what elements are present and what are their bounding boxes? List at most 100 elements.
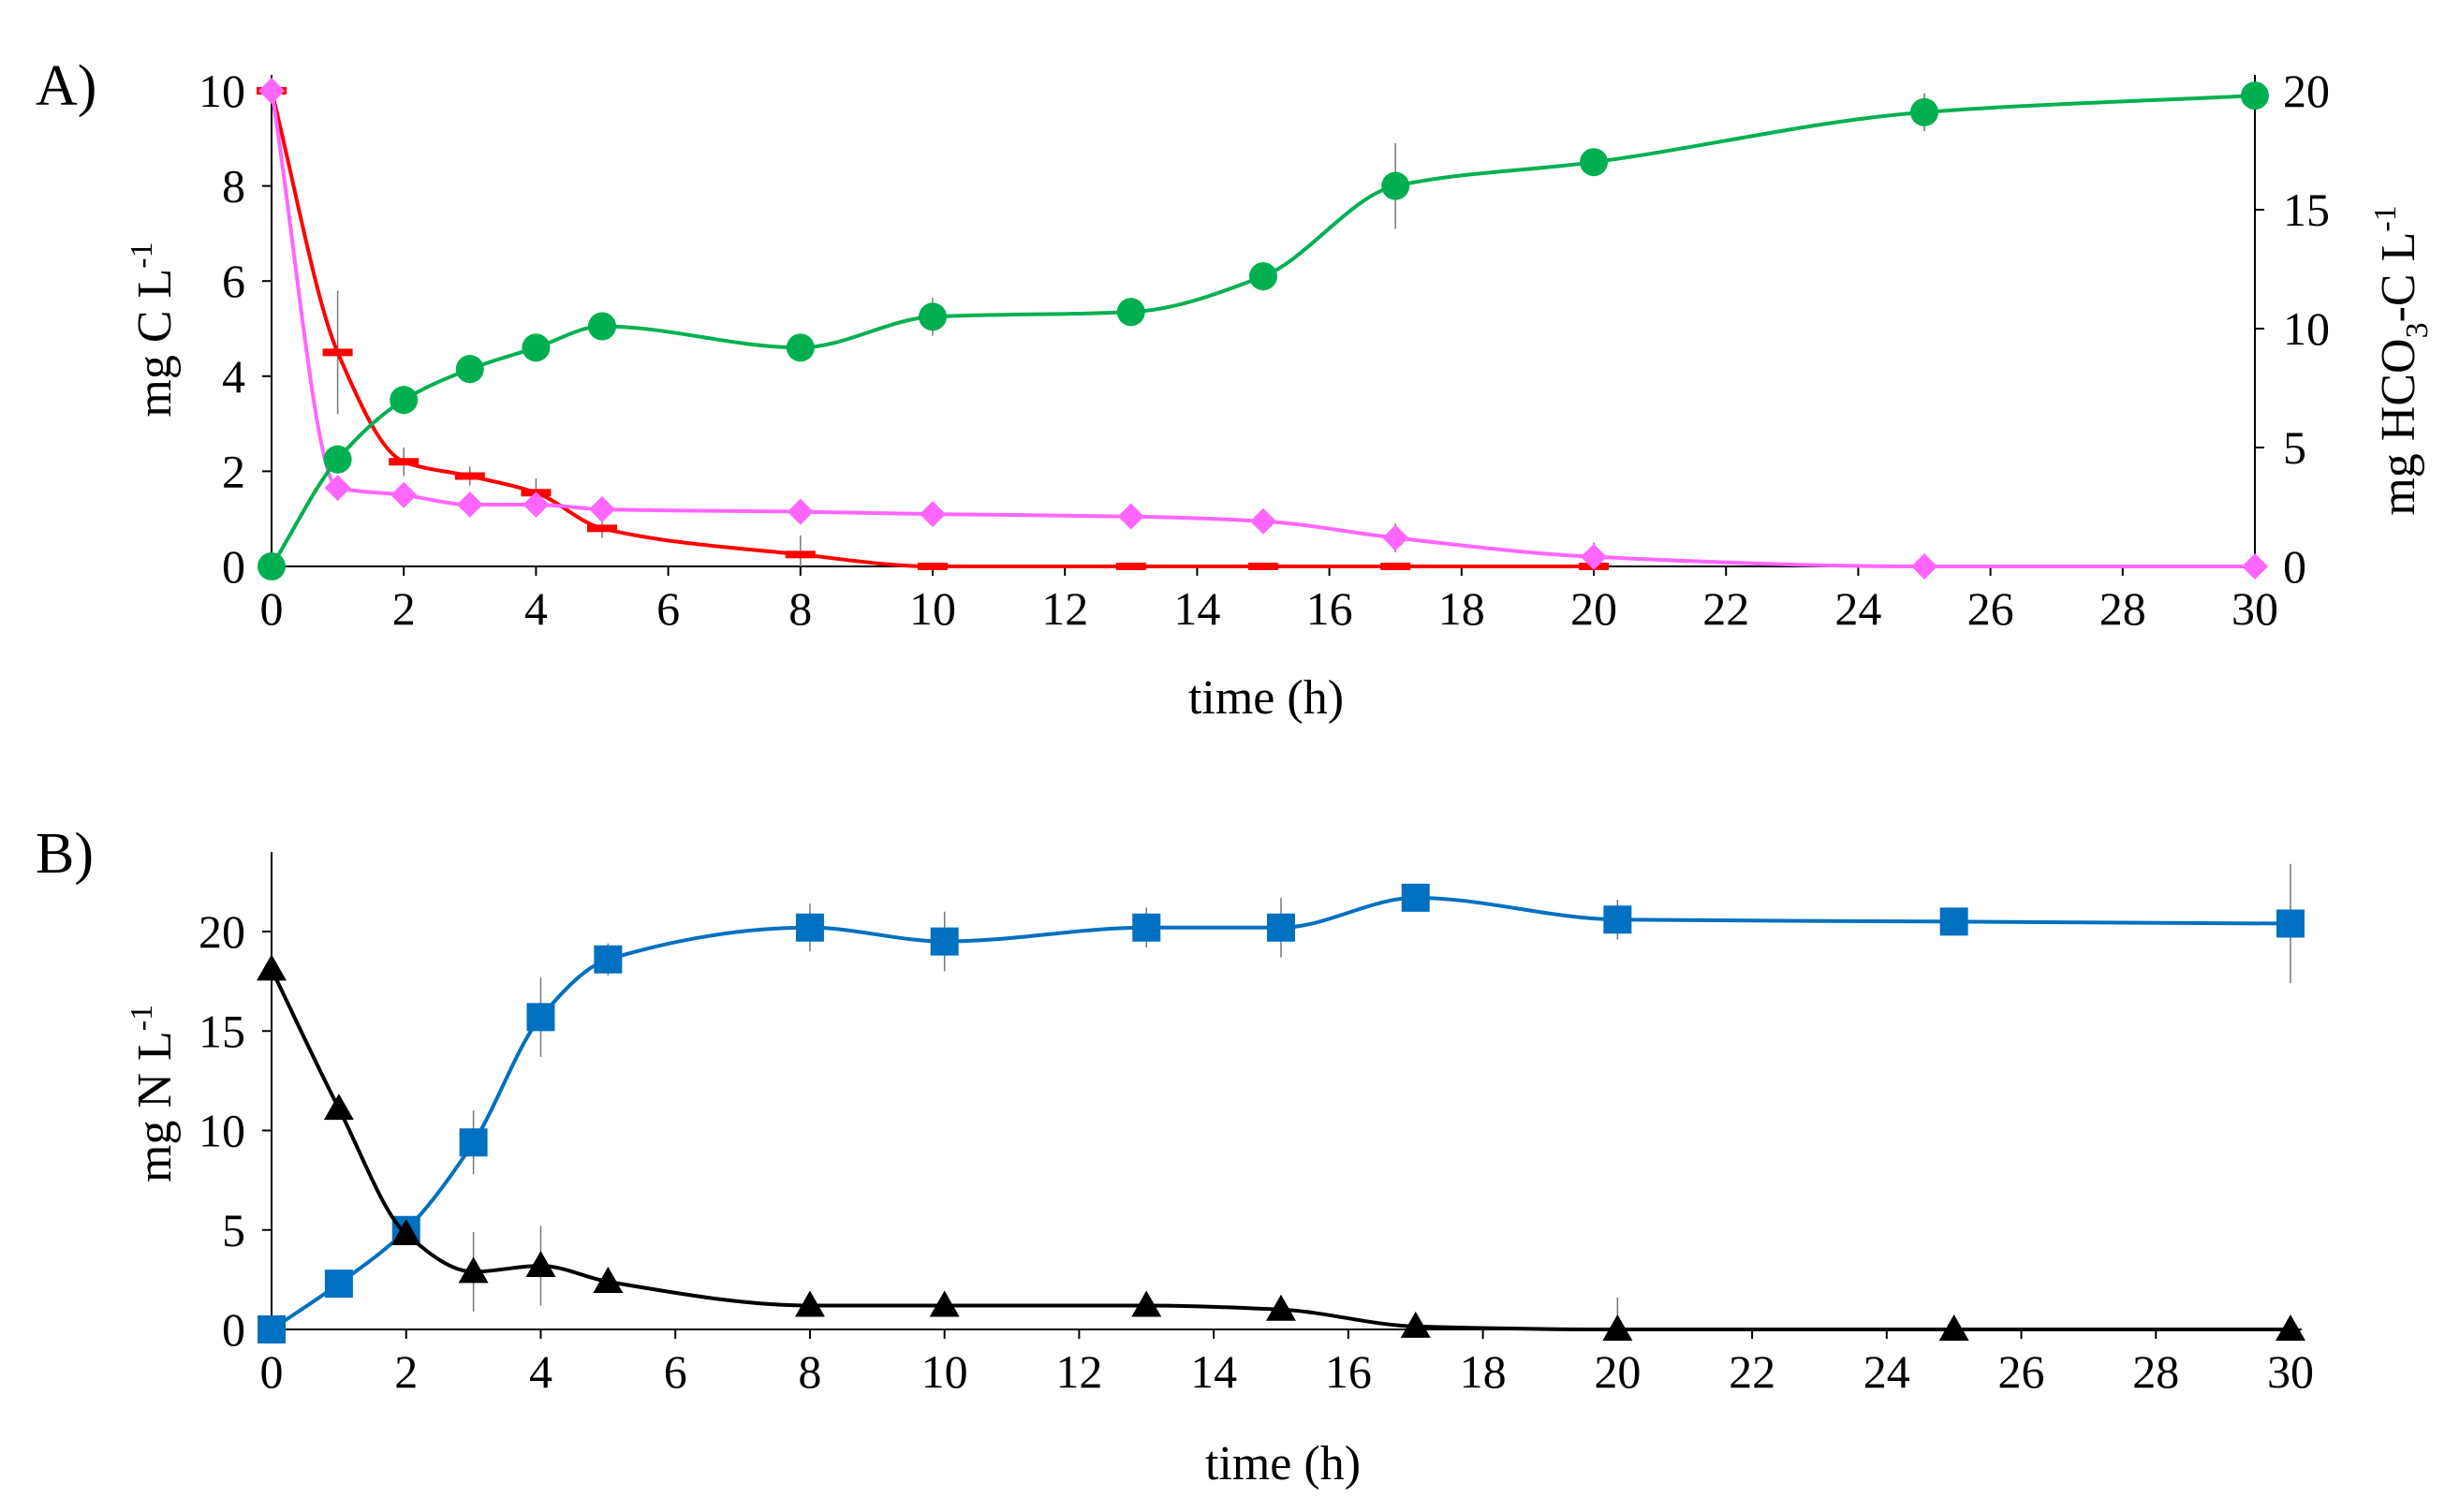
panel-b-black-triangle-point bbox=[2276, 1314, 2305, 1341]
panel-a-green-circle-point bbox=[390, 386, 419, 415]
panel-a-y2label-sub: 3 bbox=[2400, 322, 2435, 338]
panel-b-x-tick-label: 20 bbox=[1594, 1345, 1641, 1398]
panel-b-black-triangle-point bbox=[458, 1256, 489, 1284]
panel-b-x-tick-label: 18 bbox=[1460, 1345, 1507, 1398]
panel-b-blue-square-point bbox=[1401, 883, 1430, 912]
panel-b-black-triangle-point bbox=[794, 1290, 825, 1317]
panel-a-red-dash-point bbox=[1115, 563, 1146, 570]
panel-b-blue-square-point bbox=[930, 927, 959, 956]
panel-a-y-tick-label: 2 bbox=[222, 445, 245, 497]
panel-b-x-tick-label: 30 bbox=[2267, 1345, 2314, 1398]
panel-a-x-tick-label: 30 bbox=[2231, 582, 2278, 635]
panel-a-pink-diamond-point bbox=[456, 491, 483, 518]
panel-a-pink-diamond-point bbox=[1581, 543, 1607, 570]
panel-a-x-tick-label: 18 bbox=[1438, 582, 1485, 635]
panel-a-y2-tick-label: 10 bbox=[2283, 302, 2330, 355]
panel-a-x-tick-label: 26 bbox=[1967, 582, 2014, 635]
panel-a-pink-diamond-point bbox=[1911, 553, 1937, 580]
panel-a-red-dash-point bbox=[1248, 563, 1278, 570]
panel-a-x-tick-label: 12 bbox=[1041, 582, 1088, 635]
panel-b-x-tick-label: 24 bbox=[1863, 1345, 1910, 1398]
panel-a-label: A) bbox=[36, 54, 96, 118]
panel-b-blue-square-point bbox=[2276, 909, 2305, 938]
panel-a-pink-diamond-line bbox=[270, 90, 2256, 569]
panel-b-x-tick-label: 22 bbox=[1729, 1345, 1775, 1398]
panel-a-y-tick-label: 4 bbox=[222, 350, 245, 403]
panel-b-blue-square-point bbox=[1267, 913, 1295, 942]
panel-a-pink-diamond-point bbox=[787, 498, 814, 525]
panel-b-black-triangle-point bbox=[323, 1094, 354, 1121]
panel-b-black-triangle-point bbox=[593, 1267, 624, 1293]
panel-b-label: B) bbox=[36, 822, 94, 886]
panel-a-y2label-tail: -C L bbox=[2372, 232, 2425, 323]
panel-a-red-dash-point bbox=[389, 458, 420, 466]
panel-a-y-tick-label: 8 bbox=[222, 160, 245, 213]
panel-b-blue-square-point bbox=[324, 1270, 353, 1299]
panel-a-x-tick-label: 6 bbox=[656, 582, 680, 635]
panel-a-y2label-main: mg HCO bbox=[2372, 338, 2425, 515]
panel-b-black-triangle-point bbox=[1400, 1311, 1431, 1338]
panel-a-pink-diamond-point bbox=[324, 475, 351, 502]
panel-a-red-dash-point bbox=[918, 563, 948, 570]
panel-b-blue-square-point bbox=[795, 913, 824, 942]
panel-b-black-triangle-point bbox=[1602, 1314, 1633, 1341]
panel-a-pink-diamond-point bbox=[1250, 507, 1276, 535]
panel-b-black-triangle-point bbox=[1131, 1290, 1162, 1317]
panel-a-y-tick-label: 6 bbox=[222, 255, 245, 307]
panel-b-x-tick-label: 10 bbox=[921, 1345, 968, 1398]
panel-b-black-triangle-point bbox=[257, 954, 287, 981]
panel-b-blue-square-point bbox=[459, 1128, 488, 1157]
panel-a-x-tick-label: 4 bbox=[524, 582, 548, 635]
panel-a-x-tick-label: 28 bbox=[2099, 582, 2146, 635]
panel-b-ylabel: mg N L-1 bbox=[125, 1005, 182, 1182]
panel-b-x-tick-label: 8 bbox=[798, 1345, 821, 1398]
panel-b-x-tick-label: 14 bbox=[1190, 1345, 1237, 1398]
panel-a-green-circle-point bbox=[1249, 262, 1277, 291]
panel-b-black-triangle-point bbox=[390, 1219, 421, 1245]
panel-b-x-tick-label: 0 bbox=[260, 1345, 284, 1398]
panel-a-green-circle-point bbox=[786, 333, 815, 362]
panel-a-x-tick-label: 20 bbox=[1570, 582, 1617, 635]
panel-a-green-circle-point bbox=[522, 333, 551, 362]
panel-a-green-circle-line bbox=[270, 94, 2256, 568]
panel-a-green-circle-point bbox=[1116, 298, 1145, 327]
panel-b-xlabel: time (h) bbox=[1205, 1437, 1361, 1490]
panel-b-black-triangle-point bbox=[525, 1251, 556, 1277]
panel-a-y2-tick-label: 20 bbox=[2283, 65, 2330, 117]
panel-b-y-tick-label: 15 bbox=[199, 1005, 245, 1057]
panel-a-green-circle-point bbox=[2241, 81, 2269, 110]
panel-b-blue-square-point bbox=[258, 1315, 286, 1343]
panel-b-y-tick-label: 10 bbox=[199, 1105, 245, 1157]
panel-b-x-tick-label: 2 bbox=[394, 1345, 418, 1398]
panel-a-xlabel: time (h) bbox=[1188, 671, 1344, 725]
panel-b-x-tick-label: 28 bbox=[2132, 1345, 2179, 1398]
panel-a-green-circle-point bbox=[1381, 171, 1410, 200]
panel-a-red-dash-point bbox=[322, 348, 353, 357]
panel-a-y2label: mg HCO3-C L-1 bbox=[2368, 205, 2435, 515]
panel-a-y-tick-label: 0 bbox=[222, 540, 245, 593]
panel-a-plot: 0 2 4 6 8 10 12 14 16 18 20 22 24 26 28 300246810051015… bbox=[199, 65, 2330, 635]
panel-a-y-tick-label: 10 bbox=[199, 65, 245, 117]
panel-a-x-tick-label: 10 bbox=[909, 582, 956, 635]
panel-b-black-triangle-point bbox=[1266, 1294, 1296, 1321]
panel-b-y-tick-label: 5 bbox=[222, 1204, 245, 1256]
panel-a-red-dash-point bbox=[454, 472, 485, 480]
panel-b-blue-square-point bbox=[1603, 905, 1632, 934]
panel-a-x-tick-label: 16 bbox=[1306, 582, 1353, 635]
panel-a-y2-tick-label: 15 bbox=[2283, 183, 2330, 236]
panel-a-pink-diamond-point bbox=[1382, 524, 1409, 551]
panel-a-red-dash-line bbox=[270, 90, 1595, 569]
panel-a-x-tick-label: 2 bbox=[392, 582, 416, 635]
panel-b-y-tick-label: 20 bbox=[199, 905, 245, 958]
panel-b-black-triangle-point bbox=[1938, 1314, 1969, 1341]
panel-a-pink-diamond-point bbox=[920, 501, 946, 528]
panel-b-x-tick-label: 4 bbox=[529, 1345, 552, 1398]
panel-a-x-tick-label: 0 bbox=[260, 582, 284, 635]
panel-a-ylabel-main: mg C L bbox=[128, 269, 182, 418]
panel-b-blue-square-line bbox=[270, 895, 2291, 1331]
panel-a-pink-diamond-point bbox=[2242, 553, 2268, 580]
panel-b-x-tick-label: 26 bbox=[1998, 1345, 2045, 1398]
panel-a-x-tick-label: 8 bbox=[788, 582, 812, 635]
